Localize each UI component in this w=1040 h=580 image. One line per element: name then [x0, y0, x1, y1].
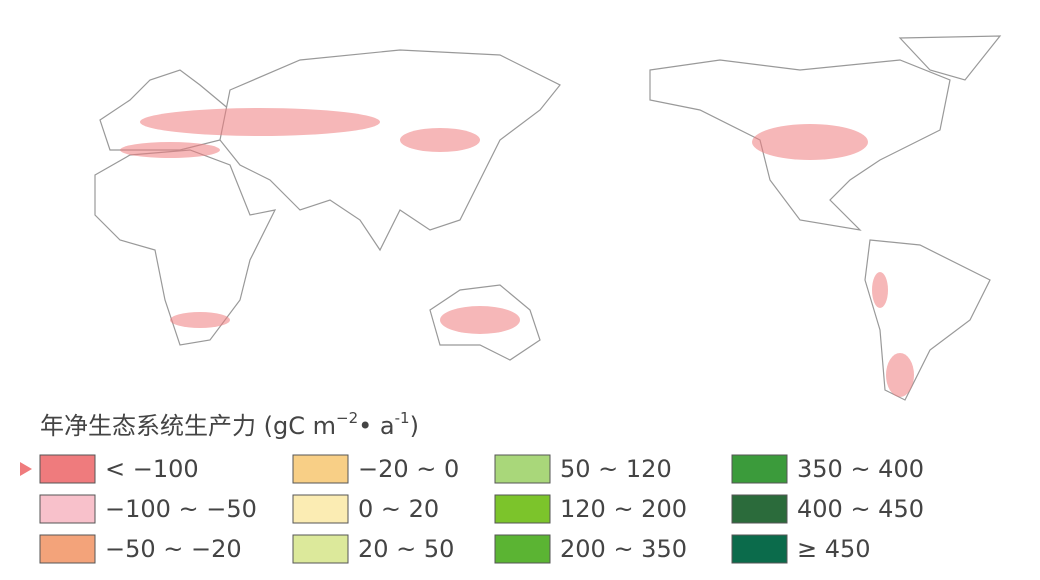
legend-swatch[interactable]: [292, 494, 349, 524]
legend-title-sup: −2: [336, 409, 358, 427]
legend-label[interactable]: 350 ~ 400: [797, 455, 924, 483]
npp-region: [170, 312, 230, 328]
selection-marker: [20, 462, 32, 476]
world-map: [94, 35, 1002, 401]
npp-region: [400, 128, 480, 152]
legend-swatch[interactable]: [494, 534, 551, 564]
legend-label[interactable]: < −100: [105, 455, 199, 483]
npp-region: [886, 353, 914, 397]
legend-swatch[interactable]: [494, 494, 551, 524]
npp-region: [440, 306, 520, 334]
npp-region: [120, 142, 220, 158]
legend-title-text: ): [410, 412, 419, 440]
legend-swatch[interactable]: [731, 534, 788, 564]
legend-label[interactable]: −20 ~ 0: [358, 455, 459, 483]
legend-swatch[interactable]: [292, 534, 349, 564]
south-america: [864, 239, 991, 401]
legend-title-sup: -1: [395, 409, 410, 427]
legend-label[interactable]: 50 ~ 120: [560, 455, 672, 483]
legend-label[interactable]: −50 ~ −20: [105, 535, 242, 563]
legend-label[interactable]: 200 ~ 350: [560, 535, 687, 563]
legend-swatch[interactable]: [39, 534, 96, 564]
legend-swatch[interactable]: [494, 454, 551, 484]
legend-label[interactable]: 400 ~ 450: [797, 495, 924, 523]
legend-label[interactable]: 120 ~ 200: [560, 495, 687, 523]
legend-label[interactable]: 20 ~ 50: [358, 535, 454, 563]
npp-region: [872, 272, 888, 308]
legend: < −100 −100 ~ −50 −50 ~ −20 −20 ~ 0 0 ~ 20 20…: [39, 454, 924, 564]
legend-swatch[interactable]: [292, 454, 349, 484]
legend-swatch[interactable]: [731, 494, 788, 524]
npp-region: [752, 124, 868, 160]
asia: [219, 49, 561, 252]
legend-label[interactable]: 0 ~ 20: [358, 495, 439, 523]
legend-swatch[interactable]: [731, 454, 788, 484]
legend-label[interactable]: ≥ 450: [797, 535, 871, 563]
legend-swatch[interactable]: [39, 494, 96, 524]
legend-title-text: • a: [358, 412, 395, 440]
legend-label[interactable]: −100 ~ −50: [105, 495, 257, 523]
npp-region: [140, 108, 380, 136]
legend-title-text: 年净生态系统生产力 (gC m: [40, 412, 336, 440]
legend-swatch[interactable]: [39, 454, 96, 484]
greenland: [898, 35, 1002, 81]
legend-title: 年净生态系统生产力 (gC m−2• a-1): [40, 409, 419, 441]
